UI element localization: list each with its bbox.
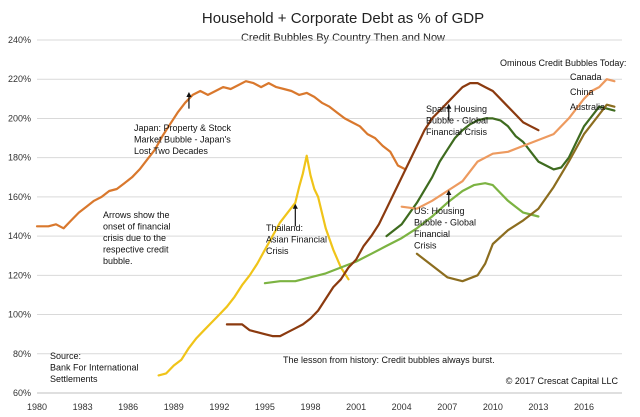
series-line-thailand	[157, 154, 350, 377]
thailand_arrow	[292, 203, 298, 227]
japan_arrow	[186, 91, 192, 109]
x-tick-label: 2016	[574, 402, 594, 412]
annotation-copyright-note: © 2017 Crescat Capital LLC	[506, 376, 619, 386]
y-tick-label: 120%	[8, 270, 31, 280]
annotation-thailand-note: Thailand: Asian Financial Crisis	[266, 223, 327, 256]
series-line-australia	[225, 82, 540, 338]
y-tick-label: 140%	[8, 231, 31, 241]
x-tick-label: 2001	[346, 402, 366, 412]
chart-title: Household + Corporate Debt as % of GDP	[202, 10, 484, 27]
annotation-source-note: Source: Bank For International Settlements	[50, 351, 139, 384]
y-tick-label: 200%	[8, 113, 31, 123]
series-lines	[35, 78, 616, 377]
annotation-japan-note: Japan: Property & Stock Market Bubble - J…	[134, 123, 232, 156]
annotation-ominous: Ominous Credit Bubbles Today:	[500, 58, 626, 68]
chart-subtitle: Credit Bubbles By Country Then and Now	[241, 32, 445, 44]
y-tick-label: 180%	[8, 153, 31, 163]
x-tick-label: 1980	[27, 402, 47, 412]
x-tick-label: 1989	[164, 402, 184, 412]
annotations: Ominous Credit Bubbles Today: Canada China…	[50, 58, 626, 386]
x-tick-label: 1995	[255, 402, 275, 412]
y-axis-ticks: 60% 80% 100% 120% 140% 160% 180% 200% 220% 240%	[8, 35, 31, 398]
gridlines	[37, 39, 622, 394]
x-tick-label: 1983	[73, 402, 93, 412]
y-tick-label: 160%	[8, 192, 31, 202]
annotation-legend-australia: Australia	[570, 102, 605, 112]
series-line-canada	[400, 78, 616, 210]
spain_arrow	[446, 103, 452, 121]
annotation-lesson-note: The lesson from history: Credit bubbles …	[283, 355, 495, 365]
annotation-us-note: US: Housing Bubble - Global Financial Crisi…	[414, 206, 476, 251]
y-tick-label: 220%	[8, 74, 31, 84]
x-tick-label: 1998	[300, 402, 320, 412]
us_arrow	[446, 190, 452, 207]
x-tick-label: 2004	[392, 402, 412, 412]
x-tick-label: 1992	[209, 402, 229, 412]
onset-arrows	[186, 91, 452, 227]
y-tick-label: 60%	[13, 388, 31, 398]
series-line-japan	[35, 80, 407, 230]
annotation-legend-canada: Canada	[570, 72, 602, 82]
annotation-arrows-note: Arrows show the onset of financial crisis …	[103, 210, 171, 266]
y-tick-label: 100%	[8, 310, 31, 320]
y-tick-label: 80%	[13, 349, 31, 359]
series-line-spain	[385, 105, 616, 238]
series-line-us	[263, 182, 540, 285]
annotation-legend-china: China	[570, 87, 594, 97]
x-tick-label: 2010	[483, 402, 503, 412]
annotation-spain-note: Spain: Housing Bubble - Global Financial C…	[426, 104, 488, 137]
y-tick-label: 240%	[8, 35, 31, 45]
x-tick-label: 2013	[528, 402, 548, 412]
x-tick-label: 1986	[118, 402, 138, 412]
series-line-china	[415, 103, 616, 283]
x-axis-ticks: 1980 1983 1986 1989 1992 1995 1998 2001 2004 2007…	[27, 402, 594, 412]
x-tick-label: 2007	[437, 402, 457, 412]
